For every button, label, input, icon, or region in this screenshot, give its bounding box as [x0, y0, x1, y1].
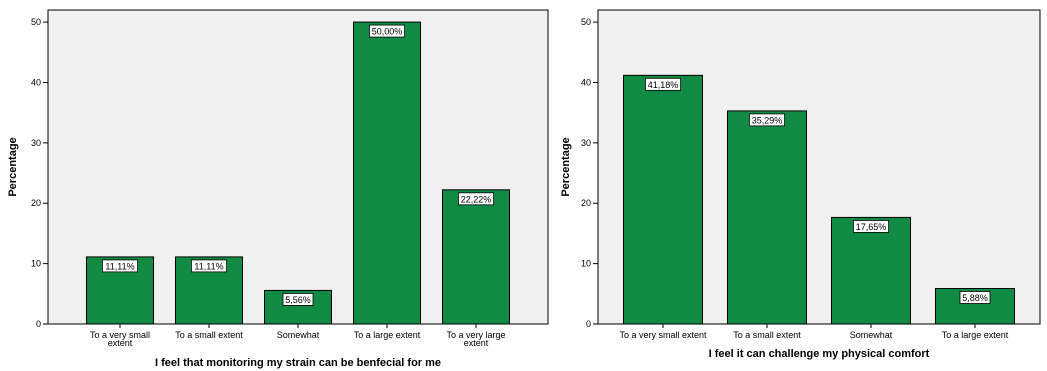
y-tick-label: 40 [581, 77, 591, 87]
y-tick-label: 50 [581, 17, 591, 27]
x-tick-label: To a very large extent [446, 330, 505, 348]
x-tick-label: To a small extent [175, 330, 243, 340]
data-label-box [190, 259, 227, 273]
data-label-box [102, 259, 139, 273]
y-tick-label: 30 [31, 138, 41, 148]
y-tick-label: 0 [586, 319, 591, 329]
chart-2: 0 10 20 30 40 50 Percentage 41,18% To a very sma… [560, 9, 1041, 360]
x-tick-label: To a very small extent [90, 330, 150, 348]
bar [727, 110, 807, 325]
y-tick-label: 10 [581, 259, 591, 269]
data-label: 35,29% [752, 115, 783, 125]
data-label: 11,11% [105, 261, 134, 271]
y-tick-label: 10 [31, 259, 41, 269]
bar [623, 74, 703, 325]
y-axis-label: Percentage [7, 137, 19, 196]
x-axis-label: I feel that monitoring my strain can be … [155, 357, 441, 369]
data-label-box [645, 77, 682, 91]
x-tick-label: To a small extent [733, 330, 801, 340]
chart-1: 0 10 20 30 40 50 Percentage 11,11% To a very sma… [7, 9, 549, 369]
data-label: 11,11% [194, 261, 223, 271]
data-label: 22,22% [461, 194, 492, 204]
data-label-box [282, 293, 314, 306]
x-axis-label: I feel it can challenge my physical comf… [709, 348, 930, 360]
y-axis-label: Percentage [560, 137, 572, 196]
data-label-box [368, 24, 405, 38]
y-tick-label: 20 [581, 198, 591, 208]
y-tick-label: 30 [581, 138, 591, 148]
data-label: 5,88% [962, 293, 988, 303]
x-tick-label: Somewhat [277, 330, 320, 340]
y-tick-label: 50 [31, 17, 41, 27]
x-tick-label: To a large extent [942, 330, 1009, 340]
y-tick-label: 0 [36, 319, 41, 329]
data-label: 41,18% [648, 80, 679, 90]
x-tick-label: To a large extent [354, 330, 421, 340]
data-label-box [959, 291, 991, 304]
y-tick-label: 40 [31, 77, 41, 87]
data-label: 5,56% [285, 295, 311, 305]
bar [353, 21, 421, 325]
bar [831, 216, 911, 325]
bar [442, 189, 510, 325]
x-tick-label: Somewhat [850, 330, 893, 340]
x-tick-label: To a very small extent [619, 330, 707, 340]
data-label-box [457, 192, 494, 206]
data-label-box [749, 113, 786, 127]
data-label: 17,65% [856, 222, 887, 232]
data-label: 50,00% [372, 27, 403, 37]
y-tick-label: 20 [31, 198, 41, 208]
data-label-box [853, 220, 890, 233]
